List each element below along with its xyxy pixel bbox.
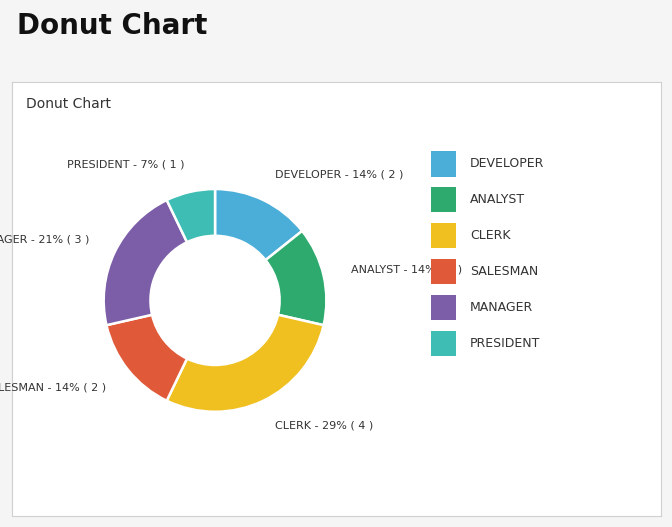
Text: MANAGER: MANAGER (470, 301, 534, 314)
Text: ANALYST - 14% ( 2 ): ANALYST - 14% ( 2 ) (351, 265, 462, 275)
Text: ANALYST: ANALYST (470, 193, 526, 206)
Text: CLERK: CLERK (470, 229, 511, 242)
Text: CLERK - 29% ( 4 ): CLERK - 29% ( 4 ) (276, 421, 374, 431)
Text: PRESIDENT: PRESIDENT (470, 337, 540, 350)
Text: DEVELOPER: DEVELOPER (470, 157, 544, 170)
Wedge shape (167, 315, 324, 412)
Text: Donut Chart: Donut Chart (17, 12, 207, 40)
Text: DEVELOPER - 14% ( 2 ): DEVELOPER - 14% ( 2 ) (276, 170, 404, 180)
Text: PRESIDENT - 7% ( 1 ): PRESIDENT - 7% ( 1 ) (67, 160, 184, 170)
Text: Donut Chart: Donut Chart (26, 97, 112, 111)
Wedge shape (167, 189, 215, 242)
Wedge shape (106, 315, 187, 401)
Bar (431, 223, 456, 248)
Text: MANAGER - 21% ( 3 ): MANAGER - 21% ( 3 ) (0, 235, 89, 245)
Bar (431, 259, 456, 285)
Bar (431, 151, 456, 177)
Bar (431, 295, 456, 320)
Wedge shape (103, 200, 187, 325)
Text: SALESMAN - 14% ( 2 ): SALESMAN - 14% ( 2 ) (0, 382, 106, 392)
Text: SALESMAN: SALESMAN (470, 265, 538, 278)
Wedge shape (265, 231, 327, 325)
Bar (431, 331, 456, 356)
Wedge shape (215, 189, 302, 260)
Bar (431, 187, 456, 212)
